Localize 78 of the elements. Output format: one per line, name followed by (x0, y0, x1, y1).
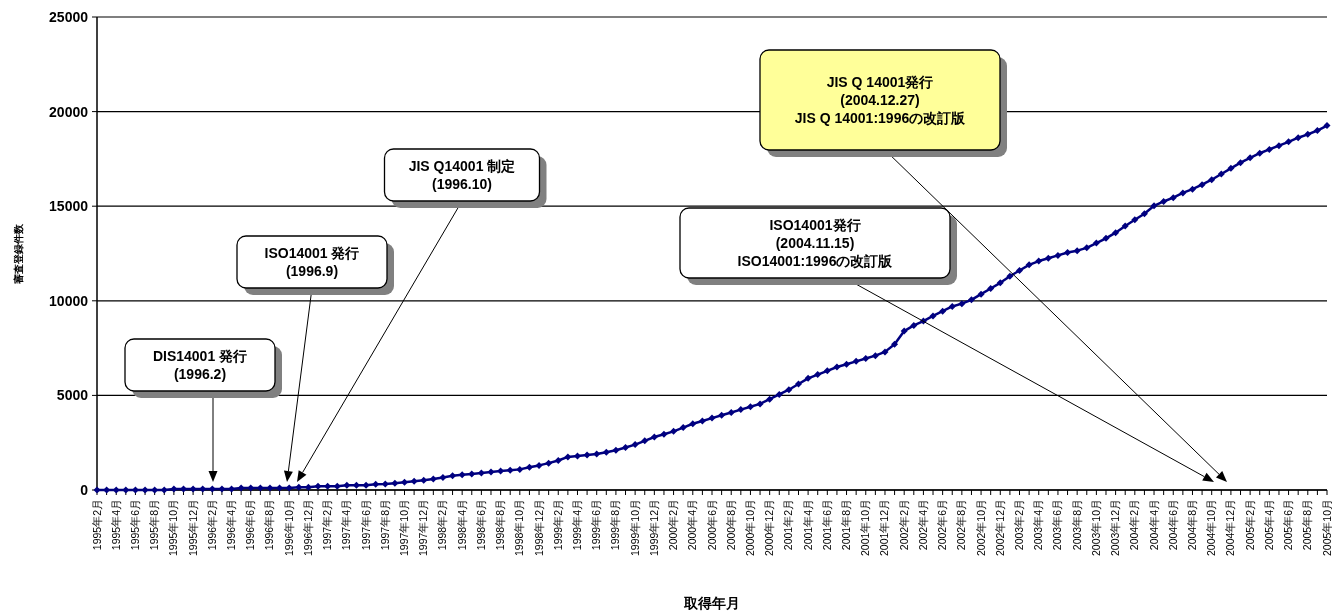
x-tick-label: 1999年12月 (647, 499, 660, 557)
x-tick-label: 1996年2月 (205, 499, 218, 551)
annotation: JIS Q14001 制定 (1996.10) (408, 158, 516, 192)
x-tick-label: 1996年12月 (301, 499, 314, 557)
y-tick-label: 25000 (49, 9, 89, 25)
x-tick-label: 2000年4月 (686, 499, 699, 551)
annotation: DIS14001 発行 (1996.2) (152, 348, 248, 382)
x-tick-label: 2000年6月 (705, 499, 718, 551)
x-tick-label: 2001年10月 (859, 499, 872, 557)
x-tick-label: 1995年2月 (90, 499, 103, 551)
x-tick-label: 2005年6月 (1282, 499, 1295, 551)
x-tick-label: 2001年6月 (820, 499, 833, 551)
y-tick-label: 0 (80, 482, 89, 498)
x-tick-label: 1999年6月 (590, 499, 603, 551)
y-tick-label: 15000 (49, 198, 89, 215)
x-tick-label: 2002年10月 (974, 499, 987, 557)
x-tick-label: 1995年4月 (109, 499, 122, 551)
x-tick-label: 2005年2月 (1243, 499, 1256, 551)
x-tick-label: 1997年6月 (359, 499, 372, 551)
x-tick-label: 2003年6月 (1051, 499, 1064, 551)
x-tick-label: 1998年8月 (494, 499, 507, 551)
annotation: ISO14001発行 (2004.11.15) ISO14001:1996の改訂版 (737, 217, 894, 269)
x-tick-label: 1999年10月 (628, 499, 641, 557)
x-tick-label: 1995年10月 (167, 499, 180, 557)
x-tick-label: 1998年4月 (455, 499, 468, 551)
x-tick-label: 1998年2月 (436, 499, 449, 551)
x-tick-label: 2002年4月 (916, 499, 929, 551)
x-tick-label: 2002年12月 (993, 499, 1006, 557)
x-tick-label: 2003年2月 (1013, 499, 1025, 551)
y-tick-label: 5000 (56, 387, 89, 404)
x-tick-label: 2004年6月 (1166, 499, 1179, 551)
x-tick-label: 1999年4月 (570, 499, 583, 551)
x-tick-label: 2000年2月 (667, 499, 680, 551)
x-tick-label: 1999年2月 (551, 499, 564, 551)
x-tick-label: 1998年10月 (513, 499, 526, 557)
x-tick-label: 1996年10月 (282, 499, 295, 557)
x-tick-label: 2000年10月 (743, 499, 756, 557)
x-tick-label: 1999年8月 (609, 499, 622, 551)
y-axis-title: 審査登録件数 (13, 222, 24, 285)
x-tick-label: 2003年10月 (1089, 499, 1102, 557)
x-tick-label: 2003年8月 (1070, 499, 1083, 551)
x-tick-label: 2003年4月 (1032, 499, 1045, 551)
x-tick-label: 2001年8月 (840, 499, 853, 551)
x-tick-label: 2000年8月 (724, 499, 737, 551)
x-tick-label: 2004年12月 (1224, 499, 1237, 557)
x-tick-label: 2001年4月 (801, 499, 814, 551)
x-tick-label: 2002年6月 (936, 499, 949, 551)
x-axis-title: 取得年月 (683, 595, 740, 611)
annotation: JIS Q 14001発行 (2004.12.27) JIS Q 14001:1996の改訂版 (794, 74, 967, 126)
x-tick-label: 1998年6月 (474, 499, 487, 551)
x-tick-label: 2000年12月 (763, 499, 776, 557)
x-tick-label: 1996年4月 (225, 499, 238, 551)
x-tick-label: 1997年10月 (398, 499, 410, 557)
x-tick-label: 1998年12月 (532, 499, 545, 557)
x-tick-label: 2004年2月 (1128, 499, 1141, 551)
x-tick-label: 2003年12月 (1109, 499, 1122, 557)
y-tick-label: 10000 (49, 292, 89, 309)
x-tick-label: 1996年8月 (263, 499, 276, 551)
x-tick-label: 2004年4月 (1147, 499, 1160, 551)
x-tick-label: 1995年12月 (186, 499, 199, 557)
x-tick-label: 2004年8月 (1185, 499, 1198, 551)
x-tick-label: 2001年12月 (878, 499, 891, 557)
x-tick-label: 2005年8月 (1301, 499, 1314, 551)
x-tick-label: 1995年8月 (148, 499, 161, 551)
x-tick-label: 1996年6月 (244, 499, 257, 551)
x-tick-label: 2001年2月 (782, 499, 795, 551)
x-tick-label: 2005年4月 (1262, 499, 1275, 551)
y-tick-label: 20000 (49, 103, 89, 120)
x-tick-label: 2002年2月 (897, 499, 910, 551)
x-tick-label: 1997年12月 (417, 499, 430, 557)
x-tick-label: 1997年4月 (340, 499, 353, 551)
x-tick-label: 1997年2月 (321, 499, 334, 551)
x-tick-label: 2004年10月 (1205, 499, 1218, 557)
x-tick-label: 1997年8月 (378, 499, 391, 551)
x-tick-label: 2005年10月 (1320, 499, 1332, 557)
x-tick-label: 2002年8月 (955, 499, 968, 551)
x-tick-label: 1995年6月 (128, 499, 141, 551)
annotation: ISO14001 発行 (1996.9) (264, 245, 360, 279)
